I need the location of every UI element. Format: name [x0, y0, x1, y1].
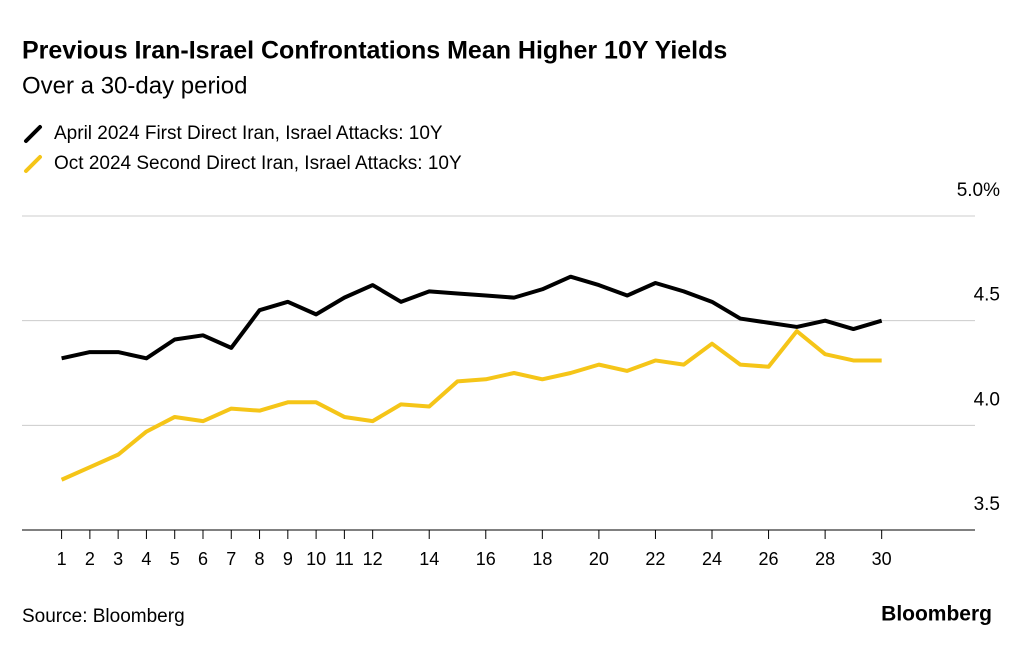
x-tick-label: 5 [170, 549, 180, 569]
y-tick-label: 5.0% [957, 180, 1000, 201]
legend-label: Oct 2024 Second Direct Iran, Israel Atta… [54, 153, 462, 174]
y-tick-label: 4.0 [974, 389, 1000, 410]
chart-subtitle: Over a 30-day period [22, 72, 247, 99]
series-line [61, 274, 883, 361]
x-tick-label: 10 [306, 549, 326, 569]
x-tick-label: 26 [759, 549, 779, 569]
y-tick-label: 3.5 [974, 494, 1000, 515]
y-tick-label: 4.5 [974, 285, 1000, 306]
legend-swatch [24, 125, 42, 143]
x-tick-label: 4 [141, 549, 151, 569]
x-tick-label: 9 [283, 549, 293, 569]
x-tick-label: 30 [872, 549, 892, 569]
x-tick-label: 18 [532, 549, 552, 569]
x-tick-label: 1 [57, 549, 67, 569]
chart-title: Previous Iran-Israel Confrontations Mean… [22, 37, 727, 65]
legend-label: April 2024 First Direct Iran, Israel Att… [54, 123, 443, 144]
x-tick-label: 7 [226, 549, 236, 569]
x-tick-label: 14 [419, 549, 439, 569]
x-tick-label: 2 [85, 549, 95, 569]
brand: Bloomberg [881, 603, 992, 626]
x-tick-label: 11 [335, 549, 354, 569]
x-tick-label: 12 [363, 549, 383, 569]
source: Source: Bloomberg [22, 606, 185, 627]
x-tick-label: 24 [702, 549, 722, 569]
x-tick-label: 28 [815, 549, 835, 569]
x-tick-label: 22 [645, 549, 665, 569]
x-tick-label: 16 [476, 549, 496, 569]
series-line [60, 329, 882, 482]
x-tick-label: 8 [255, 549, 265, 569]
x-tick-label: 20 [589, 549, 609, 569]
legend-swatch [24, 155, 42, 173]
x-tick-label: 6 [198, 549, 208, 569]
x-tick-label: 3 [113, 549, 123, 569]
